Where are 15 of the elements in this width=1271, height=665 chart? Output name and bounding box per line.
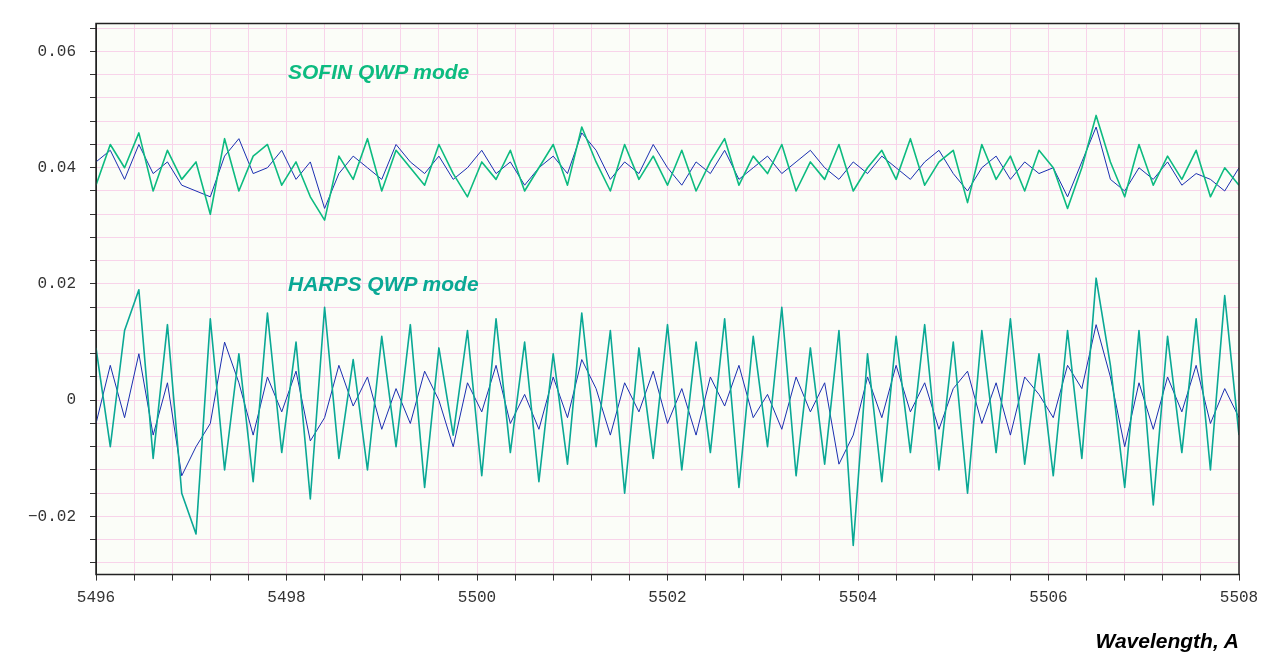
y-tick-label: 0.06 [37,42,76,61]
x-tick-label: 5508 [1219,589,1259,608]
y-tick-label: 0.04 [37,158,76,177]
x-axis-title: Wavelength, A [1095,629,1239,653]
x-tick-label: 5504 [838,589,878,608]
y-tick-label: 0 [66,391,76,410]
y-tick-label: 0.02 [37,275,76,294]
x-tick-label: 5500 [457,589,497,608]
annotation: SOFIN QWP mode [288,60,470,84]
x-tick-label: 5502 [648,589,687,608]
x-tick-label: 5496 [76,589,116,608]
x-tick-label: 5506 [1029,589,1068,608]
y-tick-label: −0.02 [27,507,76,526]
x-tick-label: 5498 [267,589,306,608]
annotation: HARPS QWP mode [288,272,479,296]
